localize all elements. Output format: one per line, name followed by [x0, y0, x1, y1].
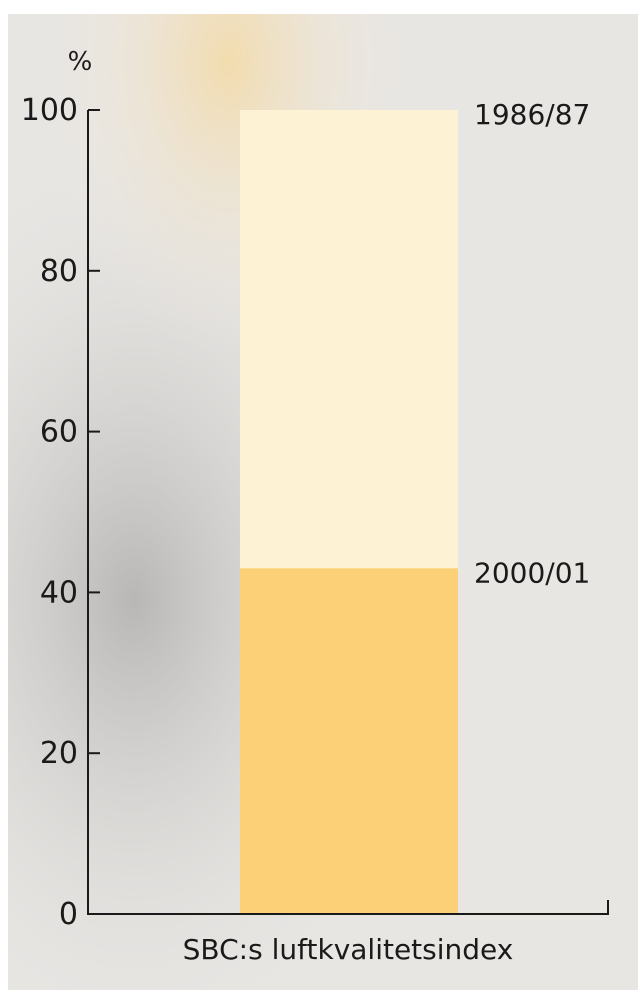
y-tick-label: 100 [21, 93, 78, 128]
bar [240, 568, 458, 914]
y-tick-label: 20 [40, 736, 78, 771]
y-tick-label: 0 [59, 897, 78, 932]
x-tick-label: SBC:s luftkvalitetsindex [183, 933, 514, 966]
series-label: 1986/87 [474, 98, 590, 131]
y-tick-label: 60 [40, 415, 78, 450]
series-label: 2000/01 [474, 556, 590, 589]
y-axis-label: % [68, 47, 93, 77]
y-tick-label: 40 [40, 575, 78, 610]
y-tick-label: 80 [40, 254, 78, 289]
